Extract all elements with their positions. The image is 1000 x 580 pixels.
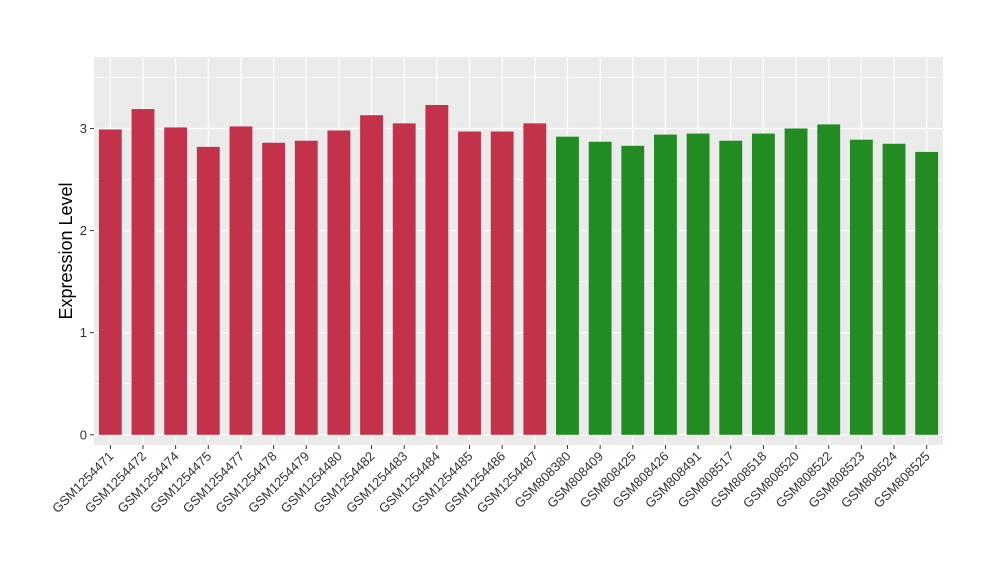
y-tick-label: 3 [80, 121, 87, 136]
y-tick-label: 2 [80, 223, 87, 238]
bar-GSM808491 [686, 133, 710, 435]
bar-GSM1254480 [327, 130, 351, 435]
bar-GSM1254486 [490, 131, 514, 435]
bar-GSM808525 [915, 151, 939, 435]
bar-GSM808518 [751, 133, 775, 435]
y-axis-title: Expression Level [56, 182, 76, 319]
bar-GSM1254478 [262, 142, 286, 435]
bar-GSM1254487 [523, 123, 547, 435]
bar-GSM808517 [719, 140, 743, 435]
bar-GSM1254482 [360, 115, 383, 435]
bar-GSM808409 [588, 141, 612, 435]
y-tick-label: 1 [80, 325, 87, 340]
bar-GSM1254483 [392, 123, 416, 435]
bar-GSM808425 [621, 145, 645, 435]
plot-panel [94, 57, 943, 445]
bar-GSM808523 [849, 139, 873, 435]
bar-GSM1254485 [458, 131, 481, 435]
bar-GSM808524 [882, 143, 906, 435]
bar-GSM1254475 [196, 146, 220, 435]
bar-GSM808520 [784, 128, 808, 435]
bar-GSM808380 [556, 136, 579, 435]
x-axis: GSM1254471GSM1254472GSM1254474GSM1254475… [49, 445, 933, 516]
bar-GSM1254474 [164, 127, 188, 435]
bars [98, 104, 939, 435]
bar-GSM1254479 [294, 140, 318, 435]
y-tick-label: 0 [80, 427, 87, 442]
bar-GSM1254472 [131, 109, 155, 435]
bar-GSM808426 [654, 134, 677, 435]
bar-GSM1254484 [425, 104, 449, 435]
bar-GSM1254471 [98, 129, 122, 435]
bar-GSM1254477 [229, 126, 253, 435]
y-axis: 0 1 2 3 [80, 121, 94, 442]
bar-GSM808522 [817, 124, 841, 435]
